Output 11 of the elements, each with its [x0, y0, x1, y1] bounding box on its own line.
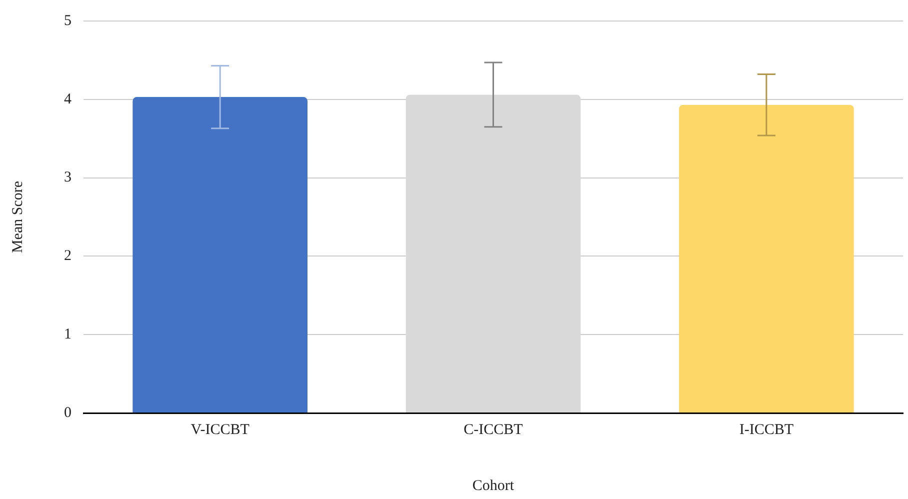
- x-tick-label: V-ICCBT: [190, 422, 250, 438]
- y-tick-label: 5: [64, 12, 72, 29]
- y-tick-label: 0: [64, 404, 72, 421]
- x-tick-label: I-ICCBT: [739, 422, 794, 438]
- y-tick-label: 4: [64, 91, 72, 108]
- x-axis-title: Cohort: [472, 478, 515, 494]
- y-axis-title: Mean Score: [10, 180, 26, 254]
- y-tick-label: 2: [64, 248, 72, 264]
- y-tick-label: 3: [64, 170, 72, 186]
- y-tick-label: 1: [64, 326, 72, 343]
- x-tick-label: C-ICCBT: [464, 422, 523, 438]
